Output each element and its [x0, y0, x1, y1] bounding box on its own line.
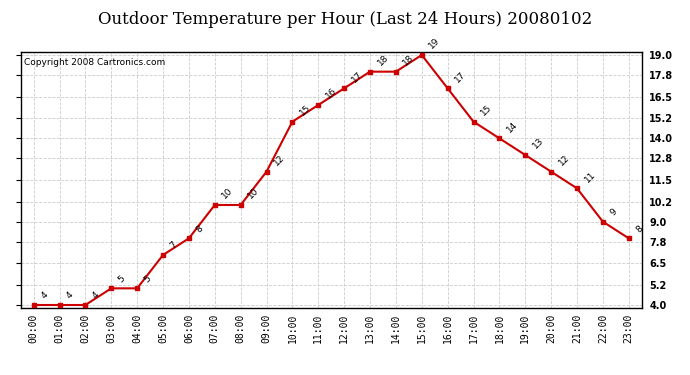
Text: 18: 18 [375, 53, 390, 68]
Text: 4: 4 [91, 291, 101, 301]
Text: 8: 8 [195, 224, 205, 234]
Text: 16: 16 [324, 86, 338, 101]
Text: 12: 12 [557, 153, 571, 168]
Text: 5: 5 [143, 274, 153, 284]
Text: 13: 13 [531, 136, 545, 151]
Text: 17: 17 [350, 70, 364, 84]
Text: 11: 11 [582, 170, 597, 184]
Text: Outdoor Temperature per Hour (Last 24 Hours) 20080102: Outdoor Temperature per Hour (Last 24 Ho… [98, 11, 592, 28]
Text: Copyright 2008 Cartronics.com: Copyright 2008 Cartronics.com [23, 58, 165, 67]
Text: 18: 18 [402, 53, 416, 68]
Text: 19: 19 [427, 36, 442, 51]
Text: 14: 14 [505, 120, 520, 134]
Text: 10: 10 [220, 186, 235, 201]
Text: 7: 7 [168, 240, 179, 251]
Text: 9: 9 [609, 207, 619, 218]
Text: 5: 5 [117, 274, 127, 284]
Text: 12: 12 [272, 153, 286, 168]
Text: 15: 15 [479, 103, 493, 117]
Text: 8: 8 [634, 224, 644, 234]
Text: 10: 10 [246, 186, 261, 201]
Text: 4: 4 [65, 291, 75, 301]
Text: 17: 17 [453, 70, 468, 84]
Text: 15: 15 [298, 103, 313, 117]
Text: 4: 4 [39, 291, 50, 301]
